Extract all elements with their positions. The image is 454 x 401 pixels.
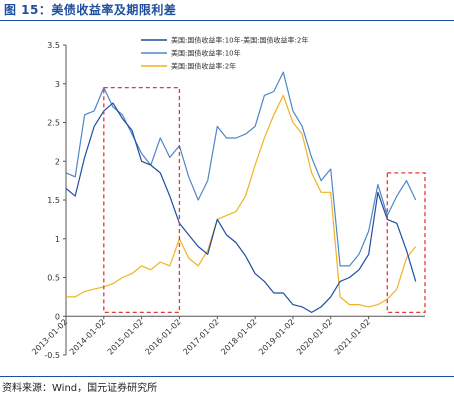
x-tick-label-2: 2015-01-02 — [106, 317, 145, 356]
x-tick-label-1: 2014-01-02 — [68, 317, 107, 356]
x-tick-label-5: 2018-01-02 — [219, 317, 258, 356]
source-note: 资料来源：Wind，国元证券研究所 — [2, 383, 158, 394]
x-tick-label-8: 2021-01-02 — [333, 317, 372, 356]
legend-label-2: 美国:国债收益率:2年 — [171, 62, 236, 71]
y-tick-label-6: 0.5 — [47, 274, 60, 283]
x-tick-label-3: 2016-01-02 — [144, 317, 183, 356]
x-tick-label-6: 2019-01-02 — [257, 317, 296, 356]
y-tick-label-8: -0.5 — [44, 351, 60, 360]
plot-area: 3.532.521.510.50-0.52013-01-022014-01-02… — [30, 36, 426, 360]
y-tick-label-3: 2 — [55, 157, 60, 166]
legend-label-1: 美国:国债收益率:10年 — [171, 49, 241, 58]
series-line-1 — [65, 71, 417, 267]
highlight-box-1 — [386, 172, 426, 314]
y-tick-label-0: 3.5 — [47, 41, 60, 50]
chart-title: 图 15：美债收益率及期限利差 — [4, 3, 177, 17]
y-tick-label-7: 0 — [55, 312, 60, 321]
footer-rule — [0, 376, 454, 377]
y-tick-label-4: 1.5 — [47, 196, 60, 205]
legend-label-0: 美国:国债收益率:10年-美国:国债收益率:2年 — [171, 36, 308, 45]
x-tick-label-4: 2017-01-02 — [181, 317, 220, 356]
line-chart: 3.532.521.510.50-0.52013-01-022014-01-02… — [30, 36, 426, 360]
series-line-0 — [65, 102, 417, 313]
highlight-box-0 — [103, 86, 181, 314]
y-tick-label-2: 2.5 — [47, 119, 60, 128]
y-tick-label-1: 3 — [55, 80, 60, 89]
x-tick-label-7: 2020-01-02 — [295, 317, 334, 356]
y-tick-label-5: 1 — [55, 235, 60, 244]
series-line-2 — [66, 94, 417, 308]
title-rule — [0, 20, 454, 21]
